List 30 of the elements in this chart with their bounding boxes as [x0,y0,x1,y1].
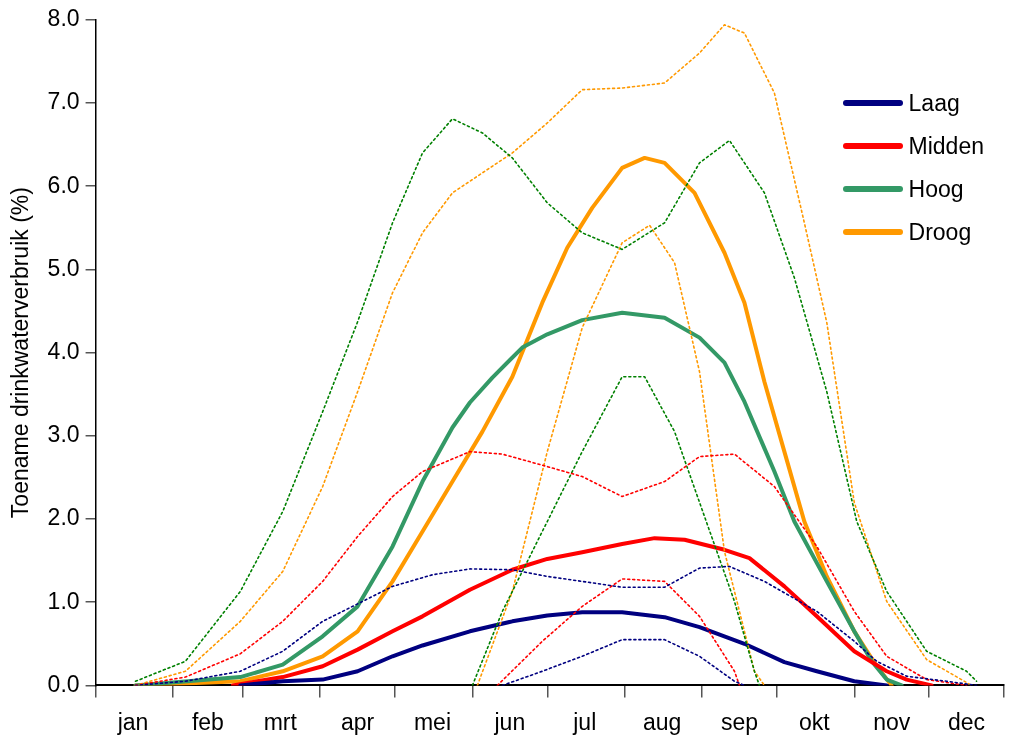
x-tick-label: feb [191,708,224,735]
legend-label: Midden [908,132,984,160]
y-tick-label: 6.0 [47,171,80,198]
line-series [496,578,741,686]
x-tick-label: jan [116,708,149,735]
x-tick-label: nov [873,708,911,735]
legend-label: Droog [908,218,972,246]
y-tick-label: 1.0 [47,587,80,614]
y-tick-label: 2.0 [47,504,80,531]
y-tick-label: 0.0 [47,670,80,697]
y-tick-label: 5.0 [47,254,80,281]
y-tick-label: 4.0 [47,337,80,364]
y-axis-title: Toename drinkwaterverbruik (%) [7,187,34,519]
x-tick-label: jul [572,708,597,735]
y-tick-label: 3.0 [47,421,80,448]
line-series [471,375,761,686]
legend-label: Laag [908,89,960,117]
x-tick-label: dec [948,708,986,735]
x-tick-label: okt [798,708,831,735]
x-tick-label: sep [720,708,759,735]
y-tick-label: 7.0 [47,88,80,115]
line-series [476,224,766,686]
line-series [501,638,746,686]
y-tick-label: 8.0 [47,5,80,32]
x-tick-label: apr [340,708,375,735]
x-tick-label: mei [413,708,452,735]
x-tick-label: jun [493,708,526,735]
legend-label: Hoog [908,175,964,203]
x-tick-label: aug [642,708,682,735]
x-tick-label: mrt [263,708,298,735]
